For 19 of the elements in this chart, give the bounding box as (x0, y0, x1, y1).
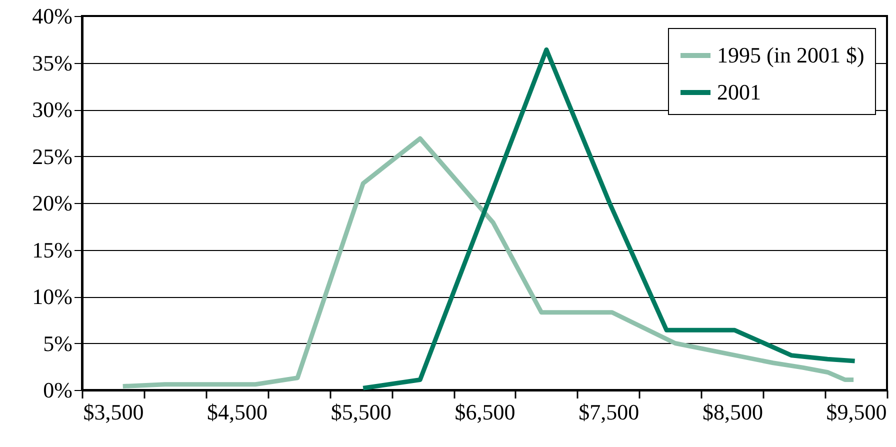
y-tick-label: 20% (32, 190, 72, 216)
x-tick-label: $8,500 (702, 400, 763, 424)
x-tick-label: $9,500 (826, 400, 887, 424)
x-tick-label: $5,500 (330, 400, 392, 424)
x-tick-label: $3,500 (83, 400, 144, 424)
y-tick-label: 40% (32, 4, 72, 28)
y-tick-label: 25% (32, 144, 72, 169)
legend-label: 1995 (in 2001 $) (717, 42, 864, 68)
legend-label: 2001 (717, 80, 761, 104)
y-tick-label: 30% (32, 97, 72, 122)
x-tick-label: $4,500 (207, 400, 268, 424)
y-tick-label: 5% (43, 330, 72, 356)
x-tick-label: $7,500 (578, 400, 640, 424)
y-tick-label: 0% (43, 378, 72, 402)
y-tick-label: 35% (32, 50, 72, 76)
y-tick-label: 15% (32, 237, 72, 262)
x-tick-label: $6,500 (454, 400, 516, 424)
line-series (120, 136, 856, 389)
y-tick-label: 10% (32, 284, 72, 309)
